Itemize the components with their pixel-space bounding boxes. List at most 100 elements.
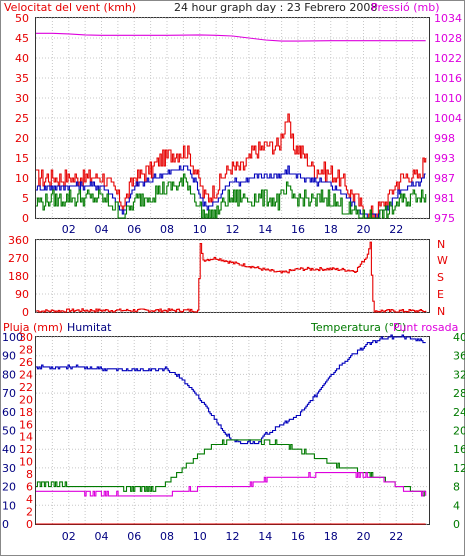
series-line-magenta <box>36 472 427 497</box>
x-tick-label: 08 <box>160 530 174 543</box>
dewpoint-label: Punt rosada <box>393 321 458 334</box>
y-inner-tick-label: 6 <box>26 481 33 494</box>
y-inner-tick-label: 22 <box>19 381 33 394</box>
y-inner-tick-label: 10 <box>19 456 33 469</box>
y-right-tick-label: 1016 <box>434 72 462 85</box>
temperature-label: Temperatura (°C) <box>310 321 406 334</box>
y-left-tick-label: 25 <box>15 112 29 125</box>
wind-speed-title: Velocitat del vent (kmh) <box>4 1 136 14</box>
series-line-magenta <box>36 32 426 42</box>
direction-letter: N <box>437 238 445 251</box>
y-left-tick-label: 20 <box>15 132 29 145</box>
x-tick-label: 04 <box>95 530 109 543</box>
x-tick-label: 16 <box>291 223 305 236</box>
y-left-tick-label: 10 <box>15 172 29 185</box>
y-left-tick-label: 45 <box>15 32 29 45</box>
direction-letter: N <box>437 305 445 318</box>
y-inner-tick-label: 4 <box>26 493 33 506</box>
y-left-tick-label: 270 <box>8 252 29 265</box>
series-layer <box>36 32 427 525</box>
direction-letter: E <box>437 288 444 301</box>
y-left-tick-label: 30 <box>15 92 29 105</box>
y-right-tick-label: 0 <box>453 518 460 531</box>
y-inner-tick-label: 14 <box>19 431 33 444</box>
y-right-tick-label: 1022 <box>434 52 462 65</box>
y-right-tick-label: 998 <box>434 132 455 145</box>
y-left-tick-label: 15 <box>15 152 29 165</box>
y-right-tick-label: 1034 <box>434 12 462 25</box>
y-inner-tick-label: 28 <box>19 343 33 356</box>
y-inner-tick-label: 30 <box>19 331 33 344</box>
y-inner-tick-label: 8 <box>26 468 33 481</box>
chart-title: 24 hour graph day : 23 Febrero 2008 <box>174 1 377 14</box>
x-tick-label: 10 <box>193 223 207 236</box>
y-left-tick-label: 10 <box>2 499 16 512</box>
y-right-tick-label: 16 <box>453 443 465 456</box>
y-left-tick-label: 40 <box>2 443 16 456</box>
direction-letter: S <box>437 271 444 284</box>
x-tick-label: 16 <box>291 530 305 543</box>
y-left-tick-label: 180 <box>8 270 29 283</box>
y-right-tick-label: 28 <box>453 387 465 400</box>
x-tick-label: 14 <box>258 530 272 543</box>
y-inner-tick-label: 20 <box>19 393 33 406</box>
series-line-red <box>36 113 427 219</box>
y-right-tick-label: 4 <box>453 499 460 512</box>
y-left-tick-label: 80 <box>2 368 16 381</box>
x-tick-label: 06 <box>127 223 141 236</box>
y-right-tick-label: 993 <box>434 152 455 165</box>
y-left-tick-label: 0 <box>22 212 29 225</box>
x-tick-label: 10 <box>193 530 207 543</box>
x-tick-label: 08 <box>160 223 174 236</box>
y-left-tick-label: 90 <box>2 350 16 363</box>
y-left-tick-label: 360 <box>8 234 29 247</box>
y-left-tick-label: 40 <box>15 52 29 65</box>
y-inner-tick-label: 26 <box>19 356 33 369</box>
y-right-tick-label: 40 <box>453 331 465 344</box>
x-tick-label: 14 <box>258 223 272 236</box>
y-left-tick-label: 35 <box>15 72 29 85</box>
x-tick-label: 04 <box>95 223 109 236</box>
direction-letter: W <box>437 254 448 267</box>
y-right-tick-label: 12 <box>453 462 465 475</box>
y-right-tick-label: 1004 <box>434 112 462 125</box>
x-tick-label: 12 <box>226 530 240 543</box>
y-inner-tick-label: 2 <box>26 506 33 519</box>
y-right-tick-label: 20 <box>453 425 465 438</box>
y-left-tick-label: 60 <box>2 406 16 419</box>
y-inner-tick-label: 18 <box>19 406 33 419</box>
y-inner-tick-label: 24 <box>19 368 33 381</box>
rain-label: Pluja (mm) <box>3 321 63 334</box>
series-line-green <box>36 439 426 497</box>
x-tick-label: 18 <box>324 223 338 236</box>
y-right-tick-label: 24 <box>453 406 465 419</box>
series-line-green <box>36 173 427 219</box>
y-left-tick-label: 100 <box>2 331 23 344</box>
x-tick-label: 06 <box>127 530 141 543</box>
x-tick-label: 02 <box>62 223 76 236</box>
x-tick-label: 12 <box>226 223 240 236</box>
y-right-tick-label: 1010 <box>434 92 462 105</box>
y-right-tick-label: 981 <box>434 192 455 205</box>
y-right-tick-label: 32 <box>453 368 465 381</box>
y-right-tick-label: 36 <box>453 350 465 363</box>
x-tick-label: 22 <box>389 530 403 543</box>
x-tick-label: 20 <box>357 223 371 236</box>
y-right-tick-label: 8 <box>453 481 460 494</box>
x-tick-label: 18 <box>324 530 338 543</box>
humidity-label: Humitat <box>67 321 112 334</box>
y-inner-tick-label: 0 <box>26 518 33 531</box>
y-inner-tick-label: 16 <box>19 418 33 431</box>
x-tick-label: 22 <box>389 223 403 236</box>
y-left-tick-label: 5 <box>22 192 29 205</box>
x-tick-label: 20 <box>357 530 371 543</box>
grid-layer <box>36 17 429 525</box>
y-left-tick-label: 50 <box>15 12 29 25</box>
y-left-tick-label: 50 <box>2 425 16 438</box>
y-left-tick-label: 20 <box>2 481 16 494</box>
pressure-title: Pressió (mb) <box>371 1 440 14</box>
y-inner-tick-label: 12 <box>19 443 33 456</box>
